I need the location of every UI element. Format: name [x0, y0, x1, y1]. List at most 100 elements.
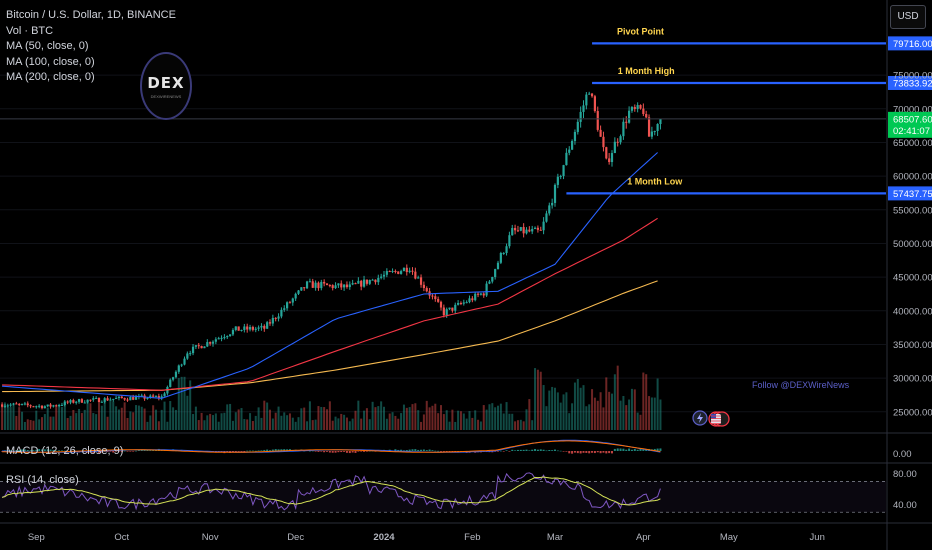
volume-bar: [12, 403, 15, 430]
macd-hist-bar: [408, 449, 411, 451]
volume-bar: [46, 407, 49, 430]
macd-hist-bar: [135, 450, 138, 452]
candle-body: [248, 327, 252, 330]
volume-bar: [428, 407, 431, 430]
candle-body: [80, 399, 83, 403]
volume-bar: [591, 389, 594, 430]
volume-bar: [200, 412, 203, 430]
candle-body: [559, 176, 562, 178]
candle-body: [38, 405, 41, 407]
candle-body: [152, 395, 155, 397]
volume-bar: [531, 420, 534, 430]
candle-body: [240, 329, 243, 331]
volume-bar: [303, 407, 306, 430]
candle-body: [126, 399, 129, 401]
candle-body: [106, 398, 109, 401]
macd-hist-bar: [534, 448, 537, 451]
macd-hist-bar: [320, 451, 323, 452]
volume-bar: [132, 412, 135, 430]
ma200-label[interactable]: MA (200, close, 0): [6, 71, 95, 83]
macd-label[interactable]: MACD (12, 26, close, 9): [6, 445, 124, 457]
volume-bar: [123, 402, 126, 430]
macd-hist-bar: [43, 449, 46, 451]
volume-bar: [573, 382, 576, 430]
price-tick-label: 65000.00: [893, 138, 932, 149]
candle-body: [482, 293, 485, 296]
volume-bar: [440, 405, 442, 430]
us-flag-canton: [711, 414, 716, 419]
macd-hist-bar: [551, 450, 554, 451]
macd-signal-line: [2, 440, 661, 453]
ma50-label[interactable]: MA (50, close, 0): [6, 40, 89, 52]
candle-body: [431, 295, 434, 297]
candle-body: [474, 293, 477, 301]
volume-bar: [41, 417, 43, 430]
candle-body: [653, 131, 656, 133]
time-tick-label: Jun: [810, 532, 825, 543]
candle-body: [605, 147, 608, 159]
volume-bar: [568, 413, 571, 430]
candle-body: [89, 399, 92, 401]
macd-hist-bar: [351, 451, 354, 453]
candle-body: [200, 346, 203, 349]
volume-bar: [422, 414, 425, 430]
price-tick-label: 55000.00: [893, 205, 932, 216]
lightning-icon-glyph: [697, 413, 703, 423]
rsi-label[interactable]: RSI (14, close): [6, 474, 79, 486]
macd-hist-bar: [522, 449, 525, 451]
ma100-label[interactable]: MA (100, close, 0): [6, 55, 95, 68]
candle-body: [308, 281, 311, 283]
candle-body: [75, 401, 78, 403]
candle-body: [311, 281, 314, 288]
candle-body: [260, 325, 263, 328]
macd-hist-bar: [585, 451, 588, 453]
macd-hist-bar: [431, 450, 434, 451]
volume-bar: [95, 414, 98, 430]
volume-bar: [337, 418, 340, 430]
candle-body: [357, 280, 360, 284]
volume-bar: [126, 417, 129, 430]
volume-bar: [103, 401, 106, 430]
volume-bar: [331, 420, 334, 430]
volume-label[interactable]: Vol · BTC: [6, 24, 54, 37]
macd-hist-bar: [237, 451, 240, 452]
candle-body: [542, 221, 545, 231]
rsi-tick-label: 40.00: [893, 500, 917, 511]
volume-bar: [160, 409, 163, 430]
macd-hist-bar: [571, 451, 574, 454]
volume-bar: [314, 419, 317, 430]
candle-body: [15, 403, 18, 405]
candle-body: [619, 136, 622, 143]
macd-hist-bar: [23, 449, 26, 451]
candle-body: [320, 281, 323, 289]
candle-body: [468, 298, 471, 303]
macd-hist-bar: [103, 451, 106, 452]
candle-body: [556, 176, 559, 185]
candle-body: [6, 405, 9, 407]
macd-hist-bar: [556, 450, 559, 452]
macd-hist-bar: [257, 450, 260, 452]
currency-button[interactable]: USD: [890, 5, 926, 29]
candle-body: [103, 398, 106, 402]
candle-body: [20, 403, 24, 405]
macd-hist-bar: [591, 451, 594, 453]
symbol-title[interactable]: Bitcoin / U.S. Dollar, 1D, BINANCE: [6, 9, 176, 21]
macd-hist-bar: [246, 450, 249, 452]
volume-bar: [437, 413, 440, 430]
candle-body: [55, 405, 58, 407]
candle-body: [18, 404, 21, 406]
macd-hist-bar: [539, 449, 542, 451]
volume-bar: [528, 399, 531, 430]
volume-bar: [226, 404, 229, 430]
macd-hist-bar: [63, 450, 66, 452]
candle-body: [154, 396, 158, 398]
candle-body: [26, 403, 29, 406]
candle-body: [243, 326, 246, 330]
macd-hist-bar: [26, 450, 29, 451]
macd-hist-bar: [41, 449, 43, 451]
volume-bar: [186, 395, 189, 430]
volume-bar: [494, 407, 497, 430]
candle-body: [314, 282, 317, 288]
macd-hist-bar: [562, 451, 565, 452]
